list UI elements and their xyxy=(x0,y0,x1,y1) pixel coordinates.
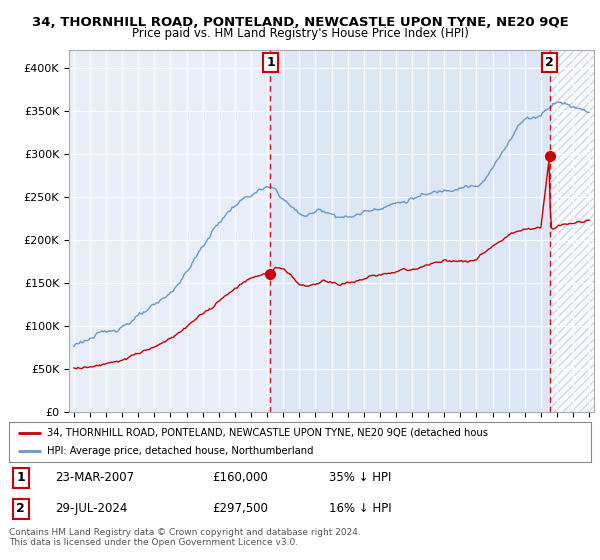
Text: £160,000: £160,000 xyxy=(212,471,268,484)
Text: 2: 2 xyxy=(545,56,554,69)
Text: 1: 1 xyxy=(266,56,275,69)
Text: 34, THORNHILL ROAD, PONTELAND, NEWCASTLE UPON TYNE, NE20 9QE: 34, THORNHILL ROAD, PONTELAND, NEWCASTLE… xyxy=(32,16,568,29)
Text: 2: 2 xyxy=(16,502,25,515)
Text: 1: 1 xyxy=(16,471,25,484)
Text: HPI: Average price, detached house, Northumberland: HPI: Average price, detached house, Nort… xyxy=(47,446,313,456)
Text: 34, THORNHILL ROAD, PONTELAND, NEWCASTLE UPON TYNE, NE20 9QE (detached hous: 34, THORNHILL ROAD, PONTELAND, NEWCASTLE… xyxy=(47,428,488,437)
Text: 29-JUL-2024: 29-JUL-2024 xyxy=(56,502,128,515)
Text: Contains HM Land Registry data © Crown copyright and database right 2024.
This d: Contains HM Land Registry data © Crown c… xyxy=(9,528,361,547)
Text: 23-MAR-2007: 23-MAR-2007 xyxy=(56,471,134,484)
Text: 16% ↓ HPI: 16% ↓ HPI xyxy=(329,502,392,515)
Text: 35% ↓ HPI: 35% ↓ HPI xyxy=(329,471,391,484)
Bar xyxy=(271,50,550,412)
Text: £297,500: £297,500 xyxy=(212,502,269,515)
Text: Price paid vs. HM Land Registry's House Price Index (HPI): Price paid vs. HM Land Registry's House … xyxy=(131,27,469,40)
